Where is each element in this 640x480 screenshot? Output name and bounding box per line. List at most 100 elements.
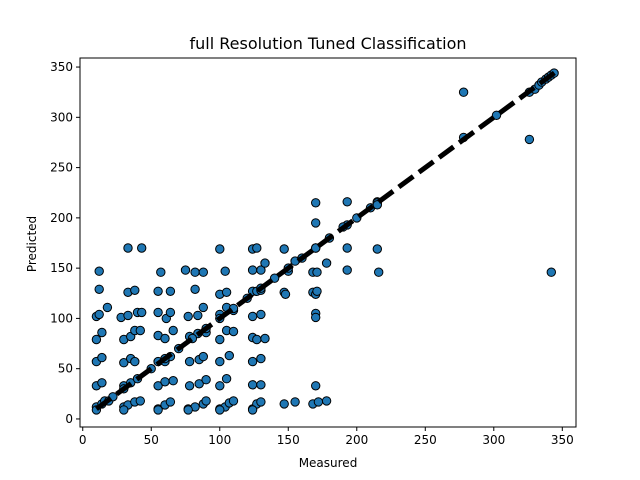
data-point <box>256 309 266 320</box>
data-point <box>260 258 270 268</box>
data-point <box>168 325 178 336</box>
data-point <box>160 333 170 344</box>
data-point <box>198 351 209 362</box>
data-point <box>119 358 129 368</box>
y-tick-label: 50 <box>58 362 73 376</box>
data-point <box>372 244 382 254</box>
fit-line <box>94 70 557 411</box>
data-point <box>228 326 239 337</box>
data-point <box>130 285 140 295</box>
data-point <box>321 258 332 268</box>
data-point <box>321 396 332 406</box>
data-point <box>224 350 235 361</box>
data-point <box>342 265 352 275</box>
data-point <box>137 307 147 318</box>
data-point <box>123 310 133 321</box>
data-point <box>374 267 384 277</box>
data-point <box>94 284 104 294</box>
data-point <box>190 284 200 294</box>
data-point <box>312 267 322 277</box>
data-point <box>215 381 225 391</box>
data-point <box>119 405 129 415</box>
y-tick-label: 200 <box>50 211 73 225</box>
data-point <box>102 302 113 313</box>
data-point <box>168 376 178 386</box>
y-axis-ticks: 0 50 100 150 200 250 300 350 <box>50 60 80 426</box>
data-point <box>342 243 352 253</box>
x-tick-label: 200 <box>345 433 368 447</box>
data-point <box>247 311 258 322</box>
x-tick-label: 50 <box>144 433 159 447</box>
data-point <box>215 405 225 415</box>
data-point <box>311 312 321 323</box>
y-tick-label: 0 <box>65 412 73 426</box>
data-point <box>94 309 104 320</box>
data-point <box>193 310 203 321</box>
data-point <box>94 266 104 276</box>
plot-area <box>79 57 577 428</box>
data-point <box>524 134 535 145</box>
data-point <box>123 243 133 253</box>
data-point <box>311 381 321 391</box>
data-point <box>247 356 258 367</box>
data-point <box>198 302 209 313</box>
data-point <box>201 396 211 406</box>
x-axis-label: Measured <box>299 456 358 470</box>
data-point <box>256 265 266 275</box>
data-point <box>215 244 225 254</box>
data-point <box>247 380 258 390</box>
y-tick-label: 250 <box>50 161 73 175</box>
data-point <box>160 377 170 387</box>
data-point <box>135 325 146 336</box>
data-point <box>137 243 147 253</box>
data-point <box>153 381 163 391</box>
y-tick-label: 350 <box>50 60 73 74</box>
data-point <box>491 110 502 121</box>
chart-title: full Resolution Tuned Classification <box>189 34 466 53</box>
data-point <box>312 286 322 296</box>
data-point <box>97 327 107 338</box>
data-point <box>184 381 195 391</box>
data-point <box>201 375 211 385</box>
data-point <box>279 244 289 254</box>
data-point <box>280 289 291 299</box>
data-point <box>546 267 556 277</box>
data-point <box>153 286 163 296</box>
data-point <box>256 380 266 390</box>
x-tick-label: 150 <box>277 433 300 447</box>
data-point <box>165 286 176 296</box>
data-point <box>165 397 176 407</box>
y-axis-label: Predicted <box>25 216 39 272</box>
data-point <box>256 353 266 364</box>
data-point <box>130 356 140 367</box>
data-point <box>252 243 262 253</box>
x-tick-label: 350 <box>551 433 574 447</box>
data-point <box>153 405 163 415</box>
data-point <box>252 334 262 345</box>
x-tick-label: 300 <box>482 433 505 447</box>
data-point <box>247 265 258 275</box>
y-tick-label: 150 <box>50 261 73 275</box>
data-point <box>311 218 321 228</box>
data-point <box>290 397 300 407</box>
data-point <box>279 399 289 409</box>
data-point <box>220 266 230 276</box>
data-point <box>215 334 225 345</box>
data-point <box>221 287 232 297</box>
y-tick-label: 300 <box>50 110 73 124</box>
data-point <box>221 374 232 384</box>
data-point <box>311 198 321 208</box>
data-point <box>458 87 469 97</box>
data-point <box>183 311 193 322</box>
data-point <box>260 333 270 344</box>
data-point <box>190 267 200 277</box>
data-point <box>135 396 146 406</box>
data-point <box>97 378 107 388</box>
data-point <box>165 307 176 318</box>
x-tick-label: 0 <box>79 433 87 447</box>
data-point <box>198 267 209 277</box>
data-point <box>215 356 225 367</box>
data-point <box>183 405 193 415</box>
data-point <box>97 352 107 363</box>
